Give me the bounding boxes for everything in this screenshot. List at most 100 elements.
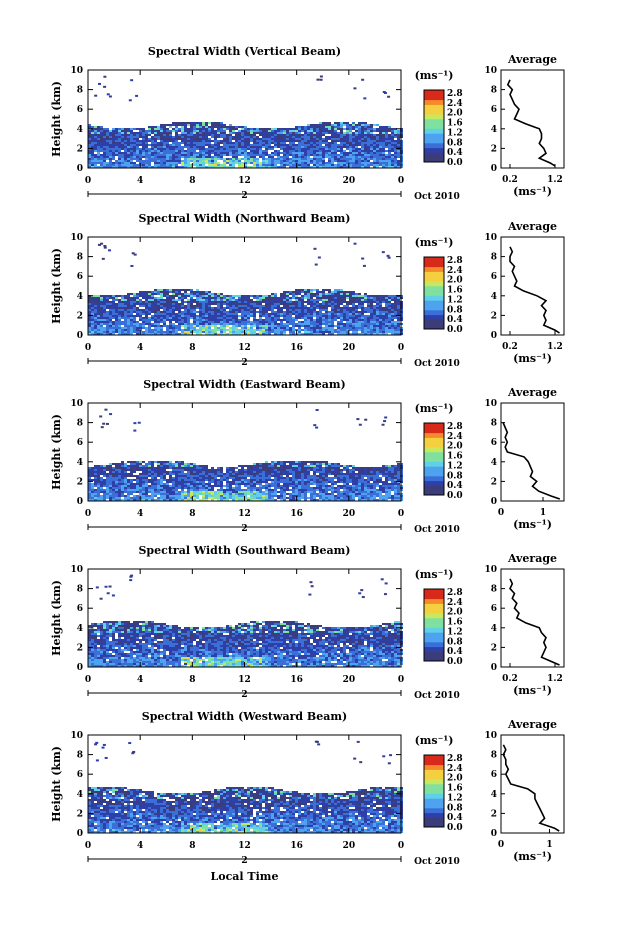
heatmap-cell: [385, 309, 388, 311]
heatmap-cell: [100, 305, 103, 307]
heatmap-cell: [223, 128, 226, 130]
heatmap-cell: [265, 158, 268, 160]
heatmap-cell: [343, 136, 346, 138]
heatmap-cell: [208, 297, 211, 299]
heatmap-cell: [250, 148, 253, 150]
heatmap-cell: [388, 138, 391, 140]
heatmap-cell: [148, 321, 151, 323]
heatmap-cell: [361, 295, 364, 297]
heatmap-cell: [346, 313, 349, 315]
heatmap-cell: [271, 293, 274, 295]
heatmap-cell: [139, 491, 142, 493]
heatmap-cell: [319, 144, 322, 146]
heatmap-cell: [124, 158, 127, 160]
heatmap-cell: [385, 327, 388, 329]
heatmap-cell: [214, 497, 217, 499]
heatmap-cell: [142, 309, 145, 311]
heatmap-cell: [322, 321, 325, 323]
heatmap-cell: [244, 146, 247, 148]
heatmap-cell: [397, 493, 400, 495]
heatmap-cell: [97, 303, 100, 305]
echo-cell: [353, 87, 357, 90]
heatmap-cell: [289, 311, 292, 313]
heatmap-cell: [169, 333, 172, 335]
heatmap-cell: [259, 166, 262, 168]
heatmap-cell: [211, 311, 214, 313]
heatmap-cell: [124, 329, 127, 331]
heatmap-cell: [223, 325, 226, 327]
heatmap-cell: [316, 493, 319, 495]
heatmap-cell: [274, 489, 277, 491]
heatmap-cell: [361, 136, 364, 138]
heatmap-cell: [298, 301, 301, 303]
heatmap-cell: [139, 303, 142, 305]
heatmap-cell: [277, 497, 280, 499]
echo-cell: [103, 245, 107, 248]
heatmap-cell: [328, 136, 331, 138]
heatmap-cell: [241, 132, 244, 134]
heatmap-cell: [130, 148, 133, 150]
heatmap-cell: [358, 162, 361, 164]
heatmap-cell: [205, 311, 208, 313]
heatmap-cell: [226, 305, 229, 307]
heatmap-cell: [358, 154, 361, 156]
heatmap-cell: [331, 291, 334, 293]
heatmap-cell: [169, 144, 172, 146]
heatmap-cell: [289, 130, 292, 132]
heatmap-cell: [331, 315, 334, 317]
heatmap-cell: [181, 146, 184, 148]
heatmap-cell: [337, 128, 340, 130]
heatmap-cell: [151, 299, 154, 301]
colorbar-cell: [424, 314, 444, 320]
heatmap-cell: [154, 138, 157, 140]
heatmap-cell: [310, 311, 313, 313]
heatmap-cell: [361, 158, 364, 160]
heatmap-cell: [94, 325, 97, 327]
heatmap-cell: [280, 491, 283, 493]
heatmap-cell: [88, 331, 91, 333]
heatmap-cell: [127, 128, 130, 130]
heatmap-cell: [91, 331, 94, 333]
heatmap-cell: [337, 307, 340, 309]
heatmap-cell: [388, 162, 391, 164]
heatmap-cell: [271, 331, 274, 333]
heatmap-cell: [397, 136, 400, 138]
heatmap-cell: [391, 154, 394, 156]
heatmap-cell: [103, 327, 106, 329]
heatmap-cell: [229, 136, 232, 138]
heatmap-cell: [181, 329, 184, 331]
heatmap-cell: [109, 162, 112, 164]
heatmap-cell: [175, 150, 178, 152]
heatmap-cell: [328, 489, 331, 491]
heatmap-cell: [154, 329, 157, 331]
heatmap-cell: [118, 491, 121, 493]
heatmap-cell: [148, 164, 151, 166]
heatmap-cell: [163, 124, 166, 126]
heatmap-cell: [190, 158, 193, 160]
heatmap-cell: [127, 138, 130, 140]
heatmap-cell: [250, 315, 253, 317]
heatmap-cell: [364, 164, 367, 166]
heatmap-cell: [178, 291, 181, 293]
heatmap-cell: [382, 309, 385, 311]
heatmap-cell: [151, 323, 154, 325]
heatmap-cell: [262, 305, 265, 307]
heatmap-cell: [184, 126, 187, 128]
heatmap-cell: [226, 489, 229, 491]
heatmap-cell: [298, 136, 301, 138]
heatmap-cell: [343, 146, 346, 148]
heatmap-cell: [109, 325, 112, 327]
heatmap-cell: [226, 301, 229, 303]
heatmap-cell: [142, 291, 145, 293]
heatmap-cell: [181, 122, 184, 124]
heatmap-cell: [370, 146, 373, 148]
heatmap-cell: [271, 152, 274, 154]
heatmap-cell: [136, 144, 139, 146]
heatmap-cell: [271, 134, 274, 136]
heatmap-cell: [331, 321, 334, 323]
heatmap-cell: [322, 493, 325, 495]
heatmap-cell: [256, 323, 259, 325]
heatmap-cell: [274, 150, 277, 152]
heatmap-cell: [175, 295, 178, 297]
heatmap-cell: [226, 499, 229, 501]
